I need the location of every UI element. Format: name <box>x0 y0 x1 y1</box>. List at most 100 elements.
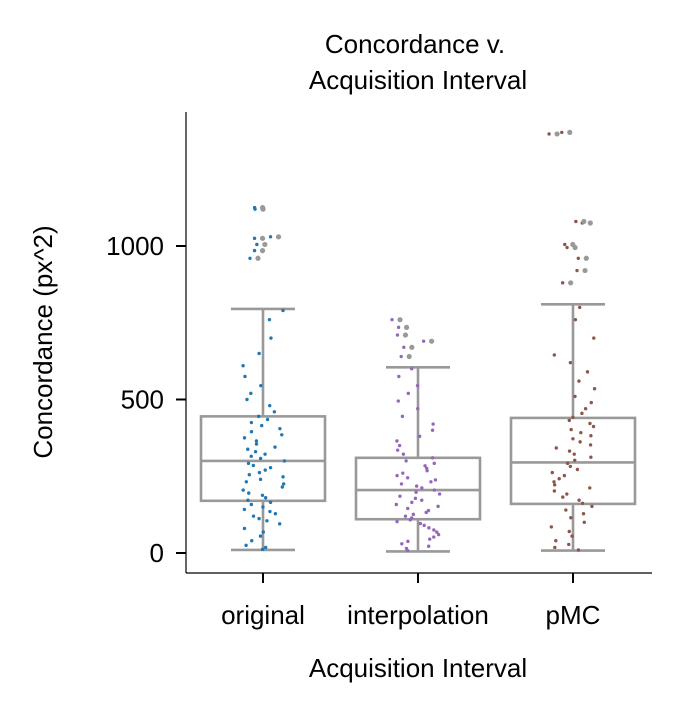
chart-title-line-1: Concordance v. <box>325 29 505 59</box>
data-point <box>254 442 259 446</box>
data-point <box>403 514 408 518</box>
data-point <box>395 333 400 337</box>
data-point <box>571 437 575 441</box>
data-point <box>406 391 411 396</box>
data-point <box>242 526 247 531</box>
data-point <box>418 521 423 526</box>
data-point <box>261 530 265 534</box>
data-point <box>552 483 557 487</box>
data-point <box>243 374 247 379</box>
data-point <box>430 428 435 432</box>
data-point <box>417 434 422 439</box>
data-point <box>273 512 278 516</box>
data-point <box>567 418 571 423</box>
data-point <box>251 514 256 518</box>
data-point <box>575 467 580 472</box>
y-tick-label: 500 <box>121 385 164 415</box>
data-point <box>569 427 573 432</box>
data-point <box>416 407 420 411</box>
data-point <box>422 523 426 528</box>
box-group-pMC <box>509 129 637 552</box>
x-axis-label: Acquisition Interval <box>309 653 527 683</box>
x-tick-label: interpolation <box>347 600 489 630</box>
data-point <box>570 534 574 538</box>
data-point <box>554 446 558 450</box>
iqr-box <box>509 416 637 506</box>
data-point <box>554 539 558 543</box>
data-point <box>411 512 416 517</box>
data-point <box>246 461 251 466</box>
outlier-point <box>397 317 403 323</box>
data-point <box>249 454 253 458</box>
data-point <box>244 480 249 484</box>
data-point <box>565 492 569 496</box>
data-point <box>426 544 431 548</box>
data-point <box>258 456 263 461</box>
data-point <box>397 374 401 379</box>
data-point <box>247 491 251 495</box>
data-point <box>258 477 263 482</box>
data-point <box>565 461 570 466</box>
data-point <box>591 424 596 429</box>
data-point <box>552 489 557 493</box>
data-point <box>557 477 561 481</box>
data-point <box>589 455 593 459</box>
data-point <box>265 417 270 422</box>
data-point <box>413 496 418 501</box>
outlier-point <box>259 248 266 254</box>
data-point <box>574 219 578 224</box>
x-tick-label: pMC <box>546 600 601 630</box>
data-point <box>282 459 287 463</box>
outlier-point <box>570 241 576 248</box>
data-point <box>268 235 273 239</box>
outlier-point <box>259 205 266 211</box>
data-point <box>395 448 400 452</box>
data-point <box>424 510 428 515</box>
data-point <box>414 484 419 488</box>
data-point <box>248 256 252 260</box>
data-point <box>246 498 250 502</box>
data-point <box>549 525 554 529</box>
data-point <box>590 504 594 509</box>
data-point <box>547 132 551 136</box>
x-tick-label: original <box>221 600 305 630</box>
data-point <box>573 394 577 399</box>
data-point <box>257 470 262 475</box>
data-point <box>252 236 257 241</box>
data-point <box>410 500 414 505</box>
data-point <box>244 543 248 548</box>
data-point <box>398 494 402 498</box>
data-point <box>263 452 267 456</box>
data-point <box>427 526 431 530</box>
data-point <box>572 452 576 456</box>
outlier-point <box>275 234 282 240</box>
data-point <box>261 505 265 509</box>
chart-title-line-2: Acquisition Interval <box>309 65 527 95</box>
data-point <box>429 480 433 484</box>
data-point <box>406 506 410 511</box>
data-point <box>430 456 435 460</box>
data-point <box>241 488 245 492</box>
data-point <box>260 423 264 428</box>
data-point <box>249 420 254 425</box>
data-point <box>395 473 399 478</box>
data-point <box>568 464 573 469</box>
outlier-point <box>587 220 593 226</box>
data-point <box>249 391 253 396</box>
data-point <box>263 496 268 500</box>
data-point <box>552 353 557 357</box>
data-point <box>399 354 403 359</box>
data-point <box>249 502 254 507</box>
data-point <box>259 383 263 388</box>
data-point <box>567 449 572 453</box>
data-point <box>432 535 436 539</box>
data-point <box>404 546 409 551</box>
data-point <box>263 468 267 472</box>
data-point <box>431 422 435 426</box>
data-point <box>241 364 245 368</box>
data-point <box>588 421 592 426</box>
boxes <box>199 129 637 553</box>
data-point <box>390 317 394 322</box>
data-point <box>561 495 565 499</box>
y-ticks: 0 500 1000 <box>106 231 186 568</box>
